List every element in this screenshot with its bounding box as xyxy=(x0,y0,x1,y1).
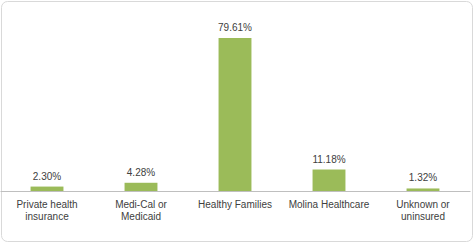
bar xyxy=(313,170,346,191)
tick-label-line: Medi-Cal or xyxy=(115,199,167,210)
tick-label-line: Private health xyxy=(16,199,77,210)
data-label: 2.30% xyxy=(33,171,61,182)
data-label: 11.18% xyxy=(312,154,345,165)
tick-label-line: uninsured xyxy=(401,211,445,222)
tick-label-line: insurance xyxy=(25,211,69,222)
bar xyxy=(407,188,440,191)
tick: Private healthinsurance xyxy=(16,199,77,222)
x-axis: Private healthinsurance Medi-Cal orMedica… xyxy=(1,192,471,223)
tick: Medi-Cal orMedicaid xyxy=(115,199,167,222)
bars xyxy=(31,38,440,191)
tick-label: Private healthinsurance xyxy=(16,199,77,222)
chart-frame xyxy=(2,2,473,242)
tick-label-line: Healthy Families xyxy=(198,199,272,210)
tick: Unknown oruninsured xyxy=(396,199,450,222)
tick-label-line: Unknown or xyxy=(396,199,450,210)
tick-label: Healthy Families xyxy=(198,199,272,210)
tick-label: Medi-Cal orMedicaid xyxy=(115,199,167,222)
data-label: 4.28% xyxy=(127,167,155,178)
tick-label: Unknown oruninsured xyxy=(396,199,450,222)
data-label: 79.61% xyxy=(218,22,252,33)
tick-label-line: Molina Healthcare xyxy=(289,199,370,210)
data-label: 1.32% xyxy=(409,172,437,183)
chart-svg: 2.30% 4.28% 79.61% 11.18% 1.32% Private healt… xyxy=(0,0,474,243)
tick: Healthy Families xyxy=(198,199,272,210)
data-labels: 2.30% 4.28% 79.61% 11.18% 1.32% xyxy=(33,22,437,183)
bar xyxy=(125,183,158,191)
bar xyxy=(31,187,64,191)
tick: Molina Healthcare xyxy=(289,199,370,210)
chart-container: 2.30% 4.28% 79.61% 11.18% 1.32% Private healt… xyxy=(0,0,474,243)
bar xyxy=(219,38,252,191)
tick-label-line: Medicaid xyxy=(121,211,161,222)
axis-line xyxy=(1,191,471,192)
tick-label: Molina Healthcare xyxy=(289,199,370,210)
